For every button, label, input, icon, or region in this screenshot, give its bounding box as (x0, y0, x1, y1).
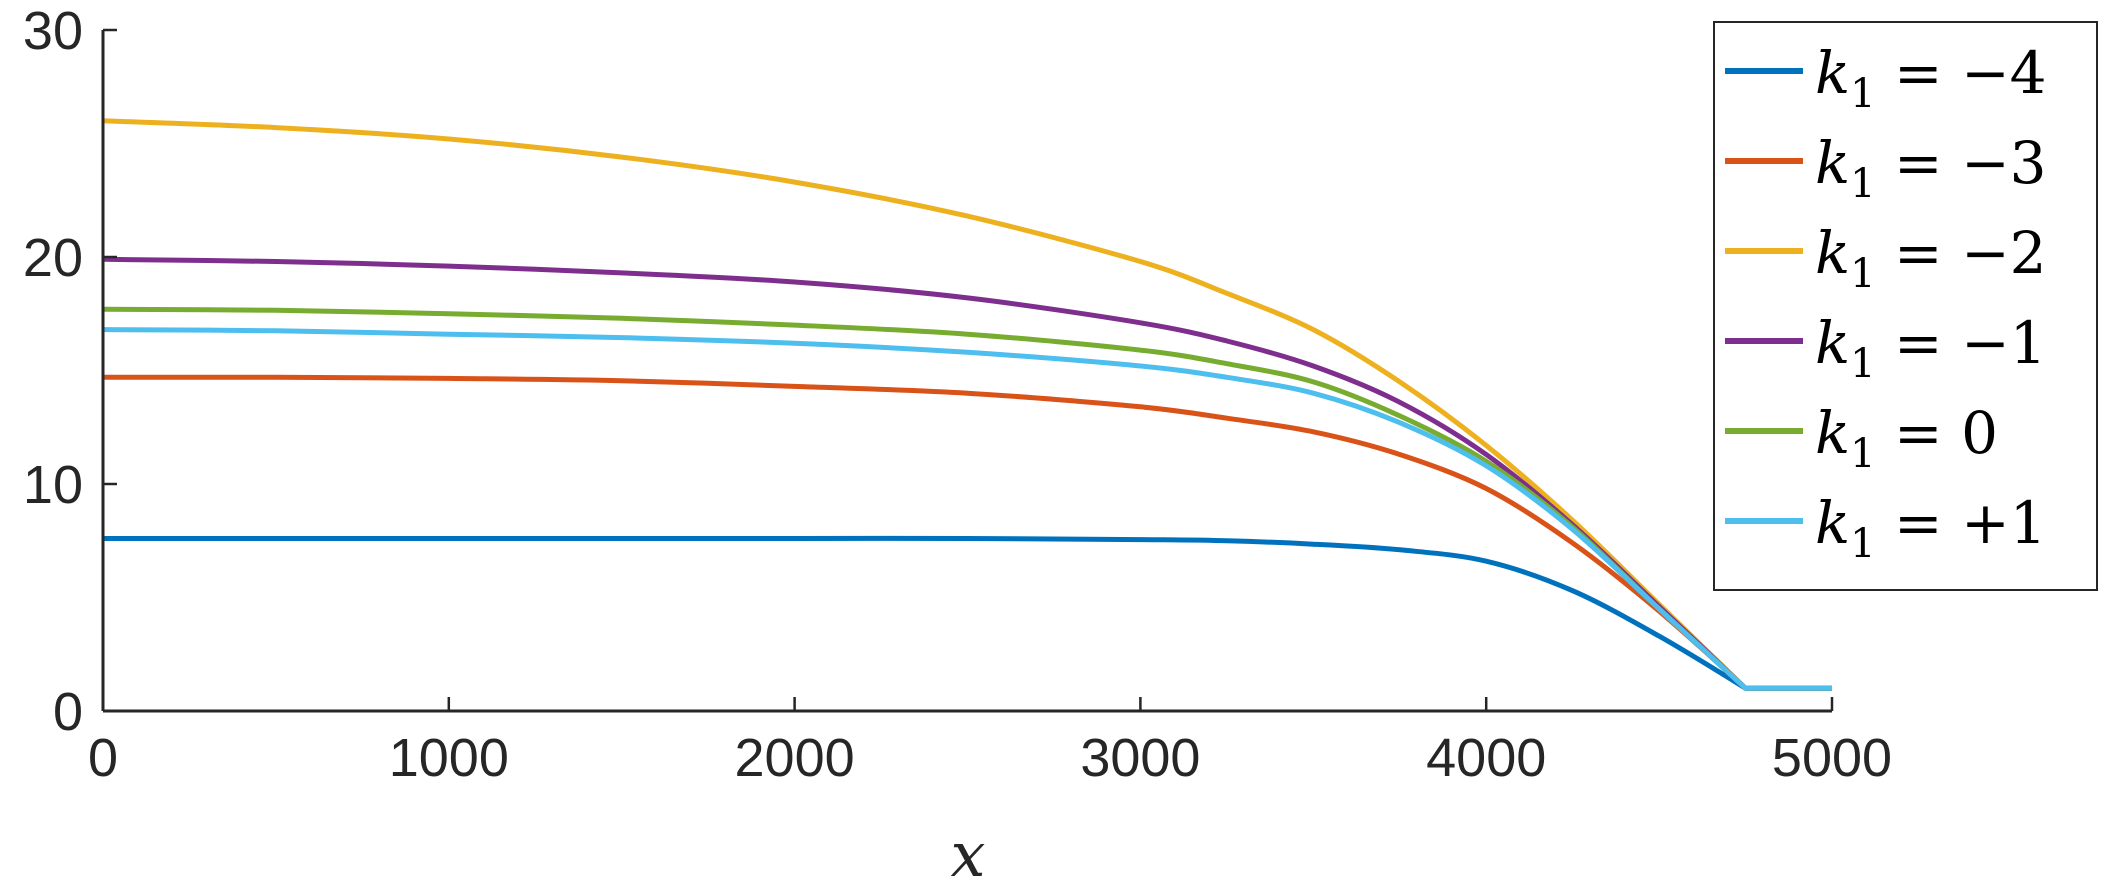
x-tick-label: 1000 (389, 728, 509, 788)
x-ticks: 0 1000 2000 3000 4000 5000 (88, 697, 1892, 788)
axes (101, 30, 1832, 713)
legend-label: k1 = 0 (1815, 399, 1998, 477)
plot-lines (102, 118, 1832, 691)
series-line-1 (102, 374, 1832, 691)
x-tick-label: 2000 (735, 728, 855, 788)
x-tick-label: 4000 (1426, 728, 1546, 788)
x-axis-label: x (951, 818, 986, 884)
x-tick-label: 5000 (1772, 728, 1892, 788)
legend-label: k1 = −2 (1815, 219, 2047, 297)
y-ticks: 0 10 20 30 (23, 1, 117, 742)
series-line-3 (102, 256, 1832, 691)
y-tick-label: 10 (23, 455, 83, 515)
legend-label: k1 = +1 (1815, 489, 2047, 567)
series-line-4 (102, 306, 1832, 691)
series-line-0 (103, 535, 1832, 691)
legend-label: k1 = −3 (1815, 129, 2047, 207)
y-tick-label: 20 (23, 228, 83, 288)
series-line-5 (102, 327, 1832, 691)
x-tick-label: 0 (88, 728, 118, 788)
y-tick-label: 30 (23, 1, 83, 61)
legend-label: k1 = −1 (1815, 309, 2047, 387)
legend-box (1713, 21, 2098, 591)
series-line-2 (102, 118, 1832, 691)
legend-label: k1 = −4 (1815, 39, 2047, 117)
legend: k1 = −4 k1 = −3 k1 = −2 k1 = −1 k1 = 0 k1 = +… (1713, 21, 2098, 591)
y-tick-label: 0 (53, 682, 83, 742)
x-tick-label: 3000 (1080, 728, 1200, 788)
